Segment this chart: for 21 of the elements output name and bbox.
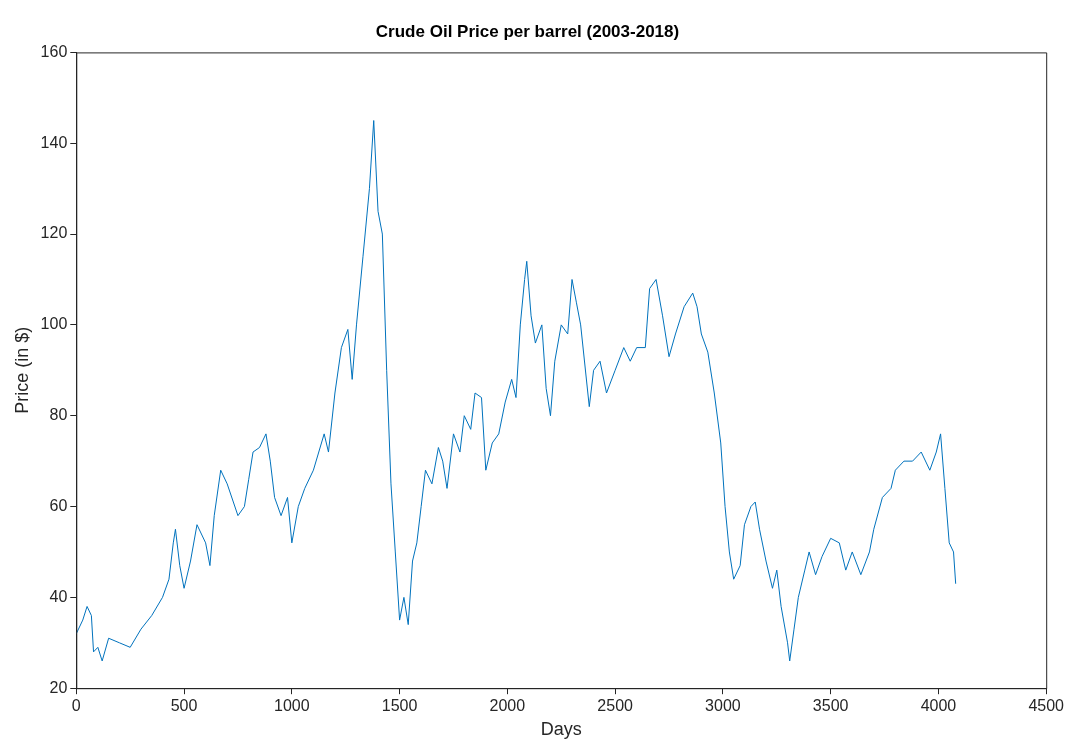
- y-axis-title: Price (in $): [11, 326, 32, 414]
- x-tick-label: 2000: [489, 697, 526, 715]
- x-tick-label: 3500: [812, 697, 849, 715]
- y-tick-label: 20: [49, 678, 68, 696]
- x-axis-title: Days: [540, 719, 582, 740]
- y-tick-label: 60: [49, 496, 68, 514]
- chart-title: Crude Oil Price per barrel (2003-2018): [375, 21, 680, 41]
- y-tick-label: 100: [40, 315, 68, 333]
- y-tick-label: 80: [49, 406, 68, 424]
- x-tick-label: 0: [71, 697, 81, 715]
- x-tick-label: 4500: [1028, 697, 1065, 715]
- x-tick-label: 2500: [597, 697, 634, 715]
- y-tick-label: 140: [40, 133, 68, 151]
- y-tick-label: 160: [40, 42, 68, 60]
- x-tick-label: 4000: [920, 697, 957, 715]
- y-tick-label: 120: [40, 224, 68, 242]
- x-tick-label: 500: [170, 697, 198, 715]
- x-tick-label: 1000: [274, 697, 310, 715]
- x-tick-label: 3000: [705, 697, 741, 715]
- x-tick-label: 1500: [381, 697, 418, 715]
- y-tick-label: 40: [49, 587, 68, 605]
